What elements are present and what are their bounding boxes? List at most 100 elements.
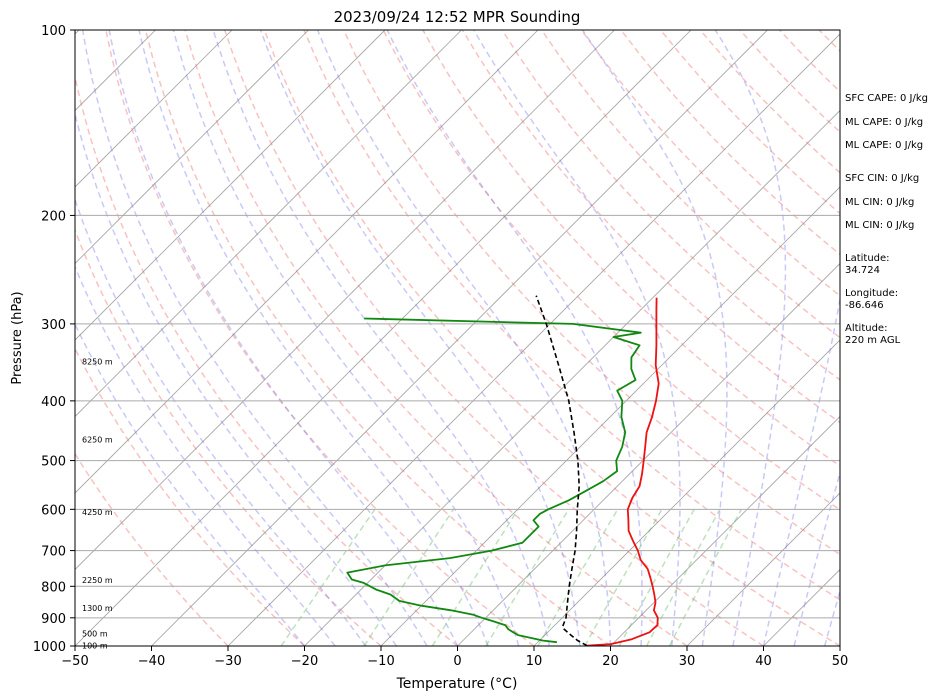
- dry-adiabat-line: [184, 30, 688, 646]
- moist-adiabat-line: [762, 295, 840, 646]
- height-label: 4250 m: [82, 508, 113, 517]
- stats-line: ML CIN: 0 J/kg: [845, 197, 914, 208]
- isotherm-line: [75, 30, 692, 646]
- x-tick-label: 20: [602, 654, 619, 669]
- mixing-ratio-line: [618, 508, 695, 646]
- x-tick-label: −20: [291, 654, 318, 669]
- isotherm-line: [151, 30, 768, 646]
- y-tick-label: 300: [41, 318, 66, 333]
- dry-adiabat-line: [303, 30, 840, 601]
- x-tick-label: −30: [214, 654, 241, 669]
- isotherm-line: [686, 492, 840, 646]
- dry-adiabat-line: [580, 30, 840, 297]
- moist-adiabat-line: [793, 470, 840, 646]
- stats-line: ML CIN: 0 J/kg: [845, 220, 914, 231]
- moist-adiabat-line: [823, 588, 840, 646]
- stats-line: ML CAPE: 0 J/kg: [845, 140, 923, 151]
- dry-adiabat-line: [263, 30, 840, 646]
- height-label: 500 m: [82, 630, 108, 639]
- x-tick-label: 40: [755, 654, 772, 669]
- isotherm-line: [75, 30, 233, 188]
- dry-adiabat-line: [144, 30, 611, 646]
- stats-line: Latitude:: [845, 253, 890, 264]
- y-tick-label: 900: [41, 612, 66, 627]
- x-tick-label: 0: [453, 654, 461, 669]
- mixing-ratio-line: [668, 508, 742, 646]
- y-tick-label: 200: [41, 209, 66, 224]
- dry-adiabat-line: [75, 452, 229, 646]
- mixing-ratio-line: [537, 508, 619, 646]
- moist-adiabat-line: [581, 30, 728, 646]
- dry-adiabat-line: [422, 30, 840, 467]
- height-label: 2250 m: [82, 576, 113, 585]
- plot-frame: [74, 29, 841, 647]
- moist-adiabat-line: [714, 30, 787, 646]
- moist-adiabat-line: [212, 30, 551, 646]
- isotherm-line: [75, 30, 309, 265]
- isotherm-line: [304, 109, 840, 646]
- stats-line: SFC CAPE: 0 J/kg: [845, 93, 928, 104]
- isotherm-line: [457, 262, 840, 646]
- mixing-ratio-line: [485, 508, 570, 646]
- x-tick-label: −50: [61, 654, 88, 669]
- y-tick-label: 1000: [33, 640, 66, 655]
- y-tick-label: 500: [41, 455, 66, 470]
- isotherm-line: [227, 33, 840, 646]
- y-tick-label: 700: [41, 545, 66, 560]
- height-label: 1300 m: [82, 604, 113, 613]
- stats-line: 220 m AGL: [845, 335, 901, 346]
- x-tick-label: 30: [679, 654, 696, 669]
- sounding-stats-panel: SFC CAPE: 0 J/kg ML CAPE: 0 J/kg ML CAPE: …: [845, 93, 928, 346]
- dry-adiabat-line: [382, 30, 840, 511]
- stats-line: Longitude:: [845, 288, 898, 299]
- mixing-ratio-line: [363, 508, 455, 646]
- moist-adiabat-line: [259, 30, 581, 646]
- moist-adiabat-line: [81, 30, 428, 646]
- moist-adiabat-line: [75, 264, 336, 646]
- mixing-ratio-line: [280, 508, 376, 646]
- y-tick-label: 100: [41, 24, 66, 39]
- x-tick-label: 50: [832, 654, 849, 669]
- stats-line: -86.646: [845, 300, 884, 311]
- dry-adiabat-line: [75, 347, 306, 646]
- isotherm-line: [75, 30, 539, 494]
- y-tick-label: 800: [41, 580, 66, 595]
- stats-line: Altitude:: [845, 323, 887, 334]
- dry-adiabat-line: [75, 73, 458, 646]
- isotherm-line: [533, 339, 840, 646]
- y-axis-ticks: 100 200 300 400 500 600 700 800 900 1000: [33, 24, 75, 655]
- height-label: 8250 m: [82, 357, 113, 366]
- x-tick-label: 10: [526, 654, 543, 669]
- moist-adiabat-line: [316, 30, 612, 646]
- y-tick-label: 400: [41, 395, 66, 410]
- height-label: 6250 m: [82, 435, 113, 444]
- mixing-ratio-line: [584, 508, 663, 646]
- isobar-grid: [75, 30, 840, 646]
- isotherm-line: [380, 186, 840, 646]
- stats-line: SFC CIN: 0 J/kg: [845, 173, 919, 184]
- isotherm-line: [75, 30, 462, 418]
- dry-adiabat-line: [105, 30, 535, 646]
- isotherm-line: [610, 415, 840, 646]
- stats-line: 34.724: [845, 265, 880, 276]
- temperature-profile-line: [587, 297, 660, 646]
- chart-title: 2023/09/24 12:52 MPR Sounding: [334, 8, 581, 26]
- parcel-profile-line: [535, 295, 588, 646]
- y-tick-label: 600: [41, 503, 66, 518]
- x-axis-label: Temperature (°C): [396, 676, 518, 692]
- sounding-profiles: [346, 295, 660, 646]
- x-axis-ticks: −50 −40 −30 −20 −10 0 10 20 30 40 50: [61, 646, 848, 669]
- moist-adiabat-line: [386, 30, 643, 646]
- moist-adiabat-line: [75, 111, 397, 646]
- moist-adiabat-line: [108, 30, 459, 646]
- background-lines: [0, 30, 840, 646]
- dry-adiabat-line: [342, 30, 840, 556]
- x-tick-label: −40: [138, 654, 165, 669]
- mixing-ratio-line: [645, 508, 721, 646]
- isotherm-line: [75, 30, 615, 571]
- moist-adiabat-line: [473, 30, 681, 646]
- moist-adiabat-line: [75, 197, 367, 646]
- isotherm-line: [0, 30, 3, 646]
- dry-adiabat-line: [75, 228, 382, 646]
